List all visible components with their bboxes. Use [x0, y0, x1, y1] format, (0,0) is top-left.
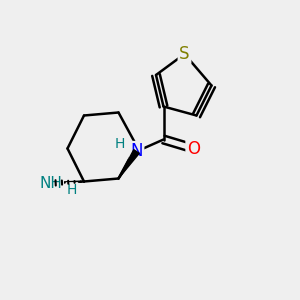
- Text: N: N: [130, 142, 143, 160]
- Text: H: H: [67, 184, 77, 197]
- Text: H: H: [115, 137, 125, 151]
- Text: S: S: [179, 45, 190, 63]
- Text: NH: NH: [40, 176, 62, 190]
- Polygon shape: [118, 150, 139, 178]
- Text: O: O: [187, 140, 200, 158]
